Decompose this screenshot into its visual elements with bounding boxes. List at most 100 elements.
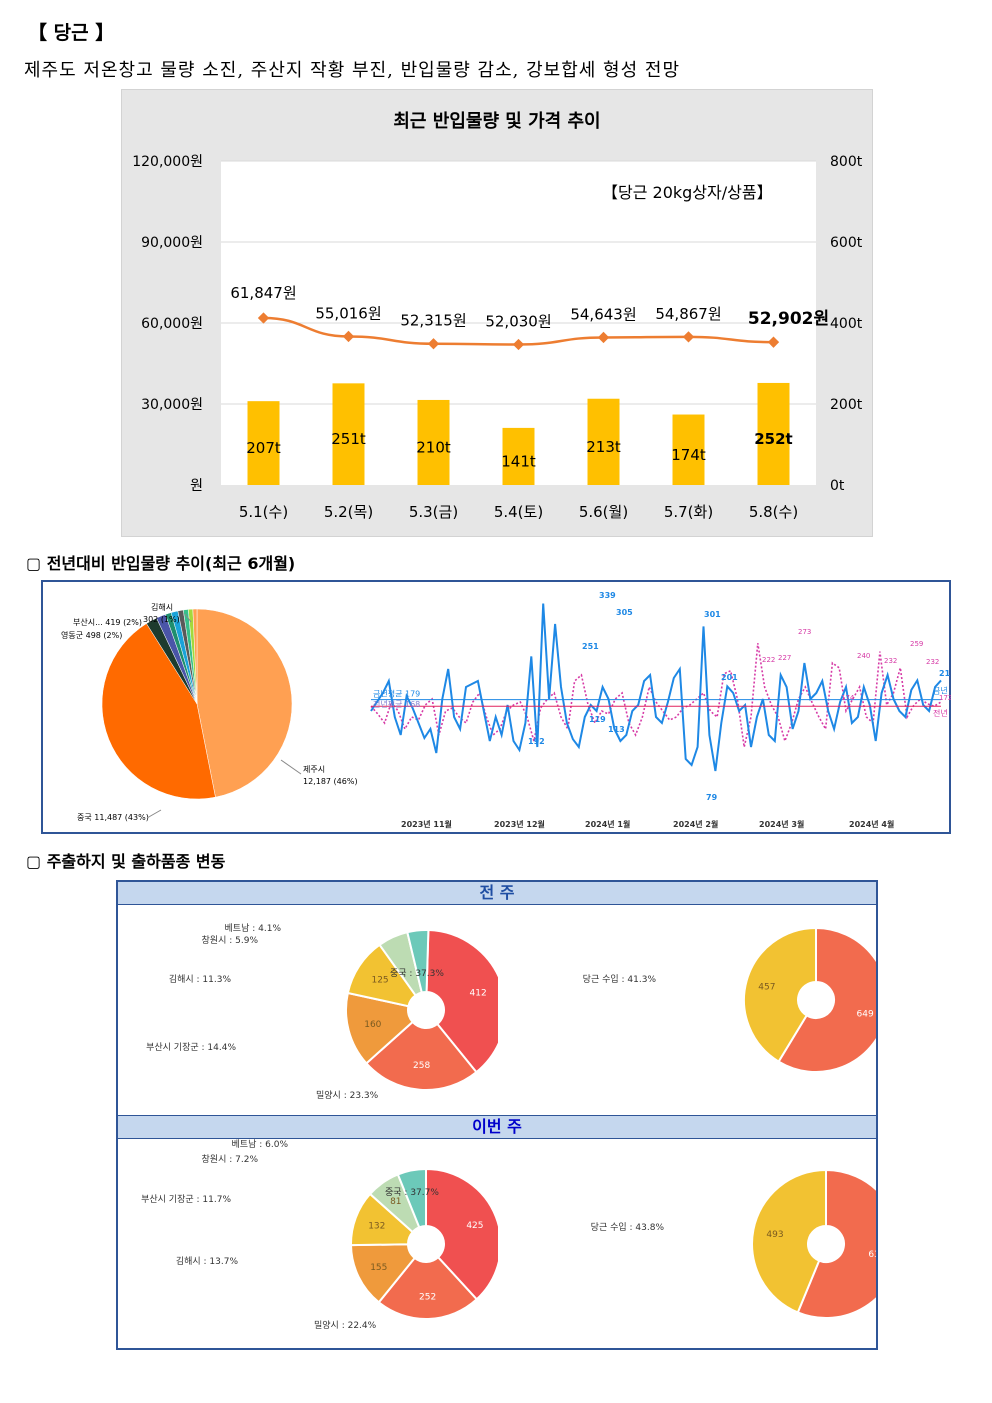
- bar-label: 213t: [586, 438, 621, 456]
- prev-avg-label: 전년평균 168: [373, 699, 420, 709]
- pink-peak-label: 227: [778, 654, 791, 662]
- donut-value-label: 457: [758, 982, 775, 992]
- x-tick-label: 2023년 12월: [494, 819, 545, 829]
- donut-legend-label: 당근 수입 : 41.3%: [583, 973, 657, 985]
- band-prev-week: 전 주: [118, 881, 876, 905]
- price-point: [342, 330, 355, 343]
- price-point: [597, 331, 610, 344]
- price-point: [427, 338, 440, 350]
- donut-legend-label: 베트남 : 6.0%: [232, 1139, 289, 1150]
- pink-peak-label: 232: [926, 658, 939, 666]
- pink-peak-label: 222: [762, 656, 775, 664]
- price-label: 52,315원: [400, 312, 466, 330]
- donut-slice: [796, 1168, 876, 1319]
- y-left-tick: 60,000원: [141, 316, 203, 332]
- y-right-tick: 0t: [830, 478, 845, 494]
- bar-label: 251t: [331, 430, 366, 448]
- blue-peak-label: 339: [599, 591, 616, 600]
- y-right-tick: 800t: [830, 154, 863, 170]
- bar-label: 210t: [416, 438, 451, 456]
- price-point: [257, 312, 270, 324]
- donut-legend-label: 김해시 : 13.7%: [176, 1255, 239, 1267]
- bar-label: 252t: [754, 430, 792, 448]
- pink-peak-label: 240: [857, 652, 870, 660]
- bar: [757, 382, 790, 485]
- blue-peak-label: 192: [528, 737, 545, 746]
- bar: [672, 414, 705, 485]
- blue-peak-label: 301: [704, 610, 721, 619]
- donut-slice: [425, 1167, 498, 1301]
- section-heading-volume-trend: ▢ 전년대비 반입물량 추이(최근 6개월): [26, 554, 296, 573]
- current-year-line: [370, 603, 942, 772]
- price-label: 52,030원: [485, 313, 551, 331]
- donut-slice: [777, 926, 876, 1073]
- price-label: 61,847원: [230, 284, 296, 302]
- prev-year-line: [370, 643, 942, 748]
- pie-leader: [146, 809, 162, 819]
- donut-legend-label: 부산시 기장군 : 14.4%: [146, 1042, 236, 1053]
- donut-legend-label: 김해시 : 11.3%: [169, 973, 232, 985]
- y-left-tick: 원: [190, 478, 203, 494]
- x-tick-label: 5.6(월): [579, 503, 628, 521]
- bar: [587, 398, 620, 485]
- donut-value-label: 649: [857, 1010, 874, 1020]
- legend-current: 금년: [933, 686, 948, 696]
- origin-variety-panel: 전 주 412 258 160 125 중국 : 37.3% 밀양시 : 23.3% 부산시…: [116, 880, 878, 1350]
- donut-value-label: 633: [868, 1250, 876, 1260]
- blue-peak-label: 211: [939, 669, 951, 678]
- page-subtitle: 제주도 저온창고 물량 소진, 주산지 작황 부진, 반입물량 감소, 강보합세…: [24, 60, 681, 81]
- donut-value-label: 252: [419, 1292, 436, 1302]
- pie-leader: [184, 613, 192, 623]
- y-right-tick: 200t: [830, 397, 863, 413]
- pie-slice: [101, 623, 216, 800]
- x-tick-label: 5.2(목): [324, 503, 373, 521]
- donut-value-label: 81: [390, 1197, 401, 1207]
- blue-peak-label: 79: [706, 793, 718, 802]
- x-tick-label: 2024년 4월: [849, 819, 894, 829]
- price-point: [512, 338, 525, 351]
- blue-peak-label: 305: [616, 608, 633, 617]
- bar: [502, 427, 535, 485]
- donut-legend-label: 당근 수입 : 43.8%: [591, 1221, 665, 1233]
- pie-label: 12,187 (46%): [303, 777, 358, 786]
- origin-share-pie: 제주시 12,187 (46%) 중국 11,487 (43%) 영동군 498 (2…: [61, 602, 358, 822]
- bar: [247, 401, 280, 485]
- donut-value-label: 155: [370, 1263, 387, 1273]
- donut-slice: [751, 1168, 827, 1314]
- pink-peak-label: 172: [939, 694, 951, 702]
- donut-legend-label: 밀양시 : 23.3%: [316, 1089, 379, 1101]
- volume-trend-panel: 제주시 12,187 (46%) 중국 11,487 (43%) 영동군 498 (2…: [41, 580, 951, 834]
- x-tick-label: 2024년 3월: [759, 819, 804, 829]
- blue-peak-label: 113: [608, 725, 625, 734]
- blue-peak-label: 119: [589, 715, 606, 724]
- pink-peak-label: 259: [910, 640, 923, 648]
- donut-value-label: 125: [371, 976, 388, 986]
- donut-slice: [345, 991, 414, 1065]
- y-left-tick: 30,000원: [141, 397, 203, 413]
- donut-slice: [349, 1243, 417, 1304]
- pink-peak-label: 232: [884, 657, 897, 665]
- donut-slice: [396, 1167, 427, 1229]
- donut-value-label: 258: [413, 1061, 430, 1071]
- pink-peak-label: 273: [798, 628, 811, 636]
- price-volume-svg: 최근 반입물량 및 가격 추이 120,000원 90,000원 60,000원 30,…: [132, 110, 863, 521]
- pie-slice: [192, 608, 198, 705]
- this-week-variety-donut: 633493당근(일반) : 56.2%당근 수입 : 43.8%: [591, 1168, 876, 1319]
- price-label: 52,902원: [748, 309, 829, 329]
- donut-value-label: 493: [766, 1230, 783, 1240]
- x-tick-label: 2024년 1월: [585, 819, 630, 829]
- donut-value-label: 132: [368, 1222, 385, 1232]
- pie-label: 302 (1%): [143, 615, 180, 624]
- donut-legend-label: 중국 : 37.3%: [390, 968, 444, 979]
- pie-label: 영동군 498 (2%): [61, 630, 122, 640]
- donut-legend-label: 창원시 : 5.9%: [202, 935, 259, 946]
- bar-label: 174t: [671, 446, 706, 464]
- x-tick-label: 5.3(금): [409, 503, 458, 521]
- donut-legend-label: 창원시 : 7.2%: [202, 1154, 259, 1165]
- price-label: 54,867원: [655, 305, 721, 323]
- donut-value-label: 412: [470, 988, 487, 998]
- donut-value-label: 160: [364, 1020, 381, 1030]
- price-volume-chart: 최근 반입물량 및 가격 추이 120,000원 90,000원 60,000원 30,…: [121, 89, 873, 537]
